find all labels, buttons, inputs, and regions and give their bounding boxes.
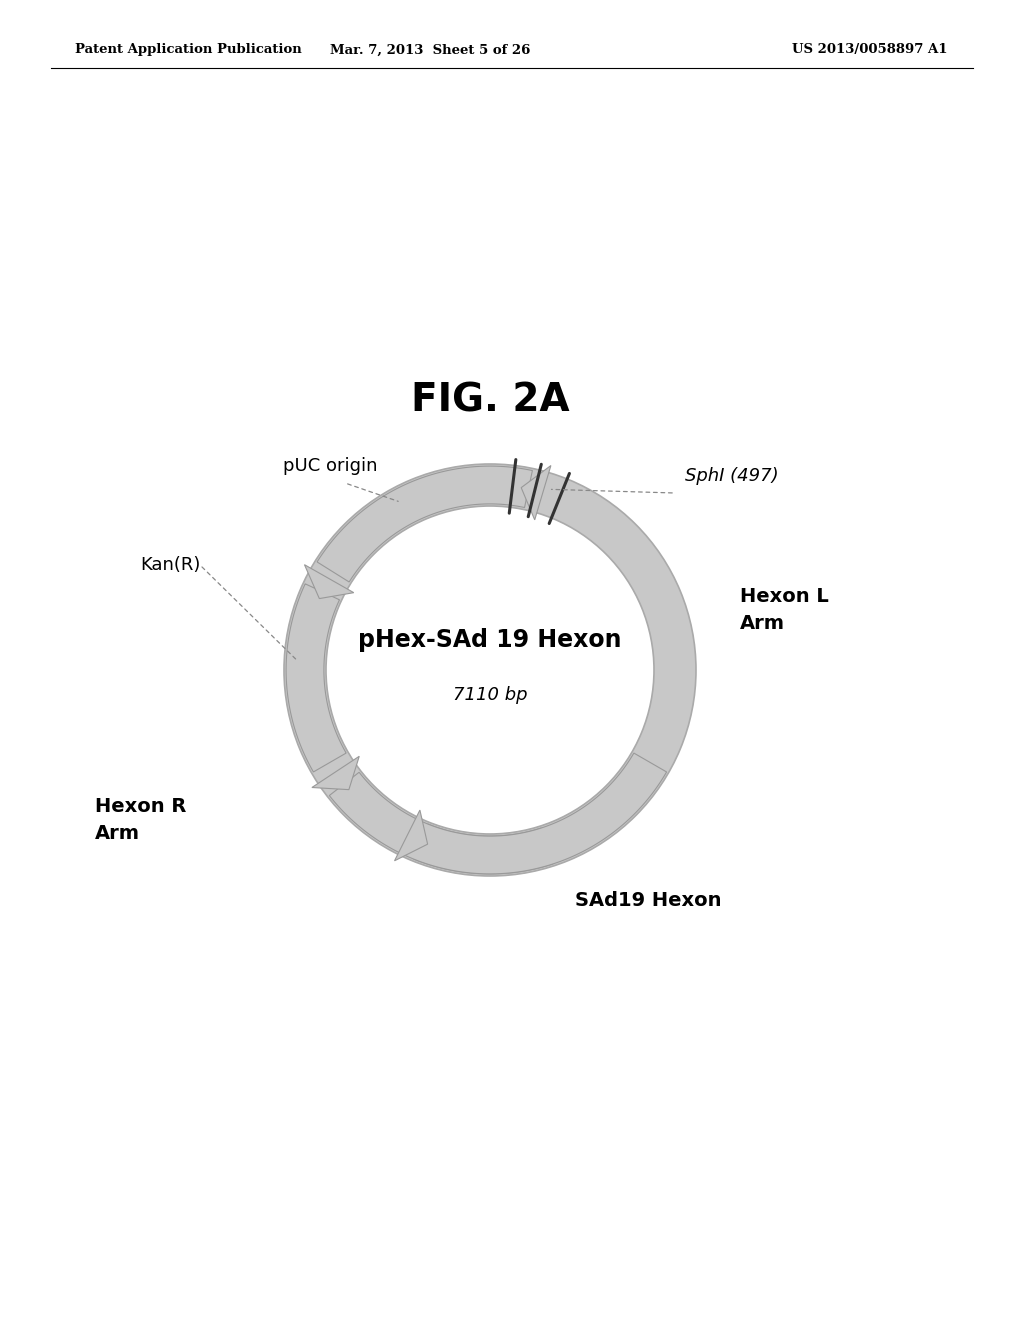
Polygon shape xyxy=(330,752,667,874)
Polygon shape xyxy=(312,756,359,789)
Text: pHex-SAd 19 Hexon: pHex-SAd 19 Hexon xyxy=(358,628,622,652)
Polygon shape xyxy=(414,824,553,874)
Text: US 2013/0058897 A1: US 2013/0058897 A1 xyxy=(793,44,948,57)
Polygon shape xyxy=(521,466,551,520)
Text: SphI (497): SphI (497) xyxy=(685,467,778,484)
Text: pUC origin: pUC origin xyxy=(283,457,377,475)
Text: SAd19 Hexon: SAd19 Hexon xyxy=(575,891,722,909)
Text: 7110 bp: 7110 bp xyxy=(453,686,527,704)
Text: Hexon L
Arm: Hexon L Arm xyxy=(740,587,828,632)
Text: Hexon R
Arm: Hexon R Arm xyxy=(95,797,186,842)
Text: FIG. 2A: FIG. 2A xyxy=(411,381,569,418)
Polygon shape xyxy=(286,583,346,772)
Text: Patent Application Publication: Patent Application Publication xyxy=(75,44,302,57)
Text: Mar. 7, 2013  Sheet 5 of 26: Mar. 7, 2013 Sheet 5 of 26 xyxy=(330,44,530,57)
Polygon shape xyxy=(317,466,532,582)
Polygon shape xyxy=(304,565,353,598)
Wedge shape xyxy=(284,465,696,876)
Text: Kan(R): Kan(R) xyxy=(140,556,200,574)
Polygon shape xyxy=(394,810,428,861)
